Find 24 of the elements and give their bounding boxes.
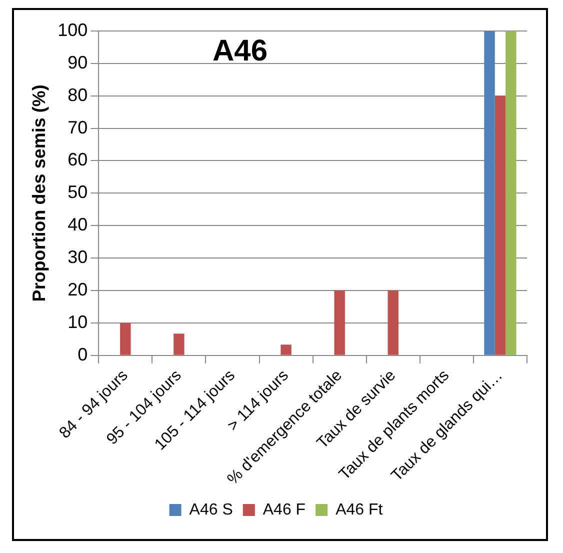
legend-label: A46 F: [262, 501, 306, 518]
y-tick-label: 10: [68, 312, 88, 332]
y-tick-label: 50: [68, 182, 88, 202]
bar: [334, 290, 345, 355]
bar: [280, 344, 292, 355]
y-tick-label: 30: [68, 247, 88, 268]
y-tick-label: 0: [78, 344, 88, 364]
y-tick-label: 60: [68, 150, 88, 170]
y-axis-title: Proportion des semis (%): [28, 84, 49, 302]
y-tick-label: 100: [58, 20, 88, 40]
legend-label: A46 Ft: [336, 501, 384, 518]
bar: [506, 31, 516, 355]
y-tick-label: 20: [68, 279, 88, 300]
y-tick-label: 90: [68, 52, 88, 72]
bar: [388, 290, 398, 355]
y-tick-label: 40: [68, 214, 88, 235]
bar: [494, 96, 506, 355]
bar: [174, 334, 184, 355]
y-tick-label: 80: [68, 84, 88, 105]
bar: [484, 31, 495, 355]
legend-label: A46 S: [189, 501, 233, 518]
chart-title: A46: [212, 34, 268, 68]
y-tick-label: 70: [68, 117, 88, 138]
bar: [120, 322, 131, 355]
